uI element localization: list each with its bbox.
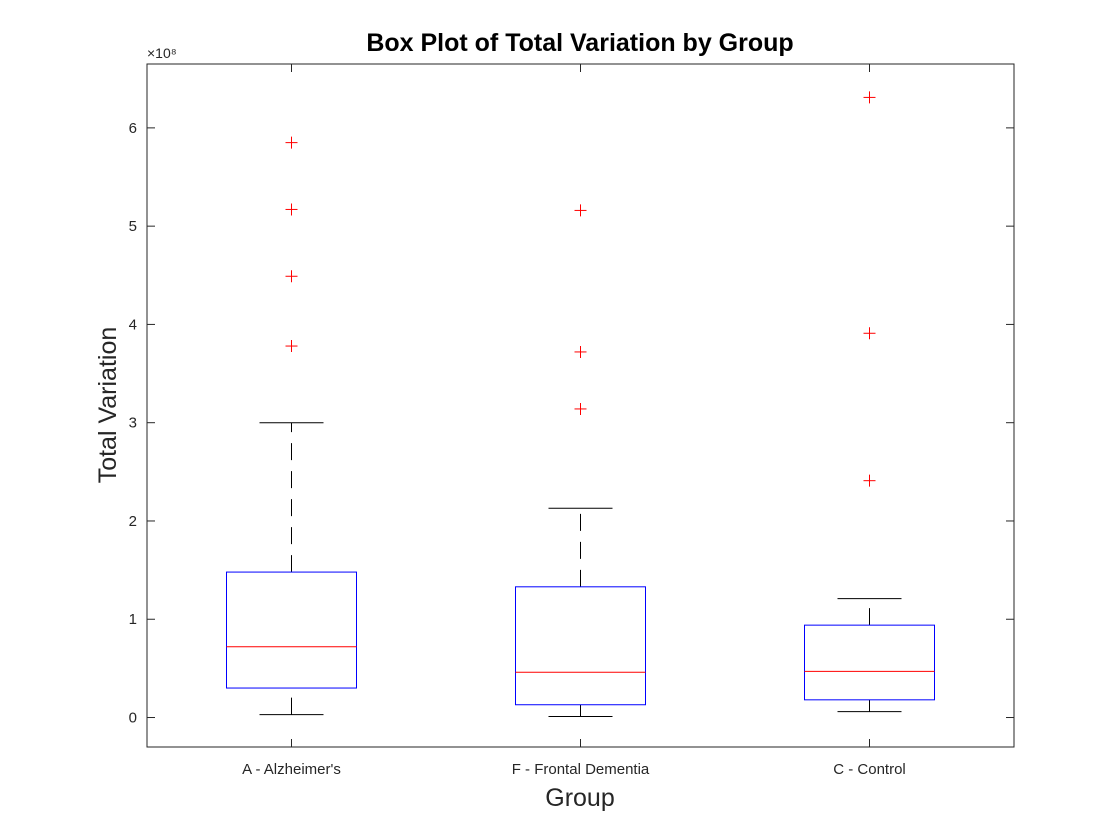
outlier-point	[285, 340, 298, 353]
iqr-box	[804, 624, 935, 701]
chart-title: Box Plot of Total Variation by Group	[366, 29, 793, 57]
x-tick-label: C - Control	[833, 761, 906, 778]
x-axis-label: Group	[545, 784, 614, 812]
outlier-point	[285, 136, 298, 149]
y-tick-label: 0	[129, 710, 137, 727]
y-tick-label: 2	[129, 513, 137, 530]
box-group	[226, 136, 357, 716]
outlier-point	[285, 203, 298, 216]
outlier-point	[863, 327, 876, 340]
outlier-point	[574, 345, 587, 358]
y-axis-label: Total Variation	[94, 327, 122, 484]
iqr-box	[515, 586, 646, 706]
y-tick-label: 4	[129, 316, 137, 333]
y-tick-label: 6	[129, 120, 137, 137]
outlier-point	[863, 474, 876, 487]
outlier-point	[863, 91, 876, 104]
box-group	[515, 204, 646, 718]
y-tick-label: 5	[129, 218, 137, 235]
y-axis-exponent-label: ×10⁸	[147, 45, 177, 61]
y-tick-label: 3	[129, 415, 137, 432]
outlier-point	[574, 402, 587, 415]
x-tick-label: F - Frontal Dementia	[512, 761, 650, 778]
outlier-point	[574, 204, 587, 217]
iqr-box	[226, 571, 357, 689]
outlier-point	[285, 270, 298, 283]
box-group	[804, 91, 935, 713]
y-tick-label: 1	[129, 611, 137, 628]
x-tick-label: A - Alzheimer's	[242, 761, 341, 778]
